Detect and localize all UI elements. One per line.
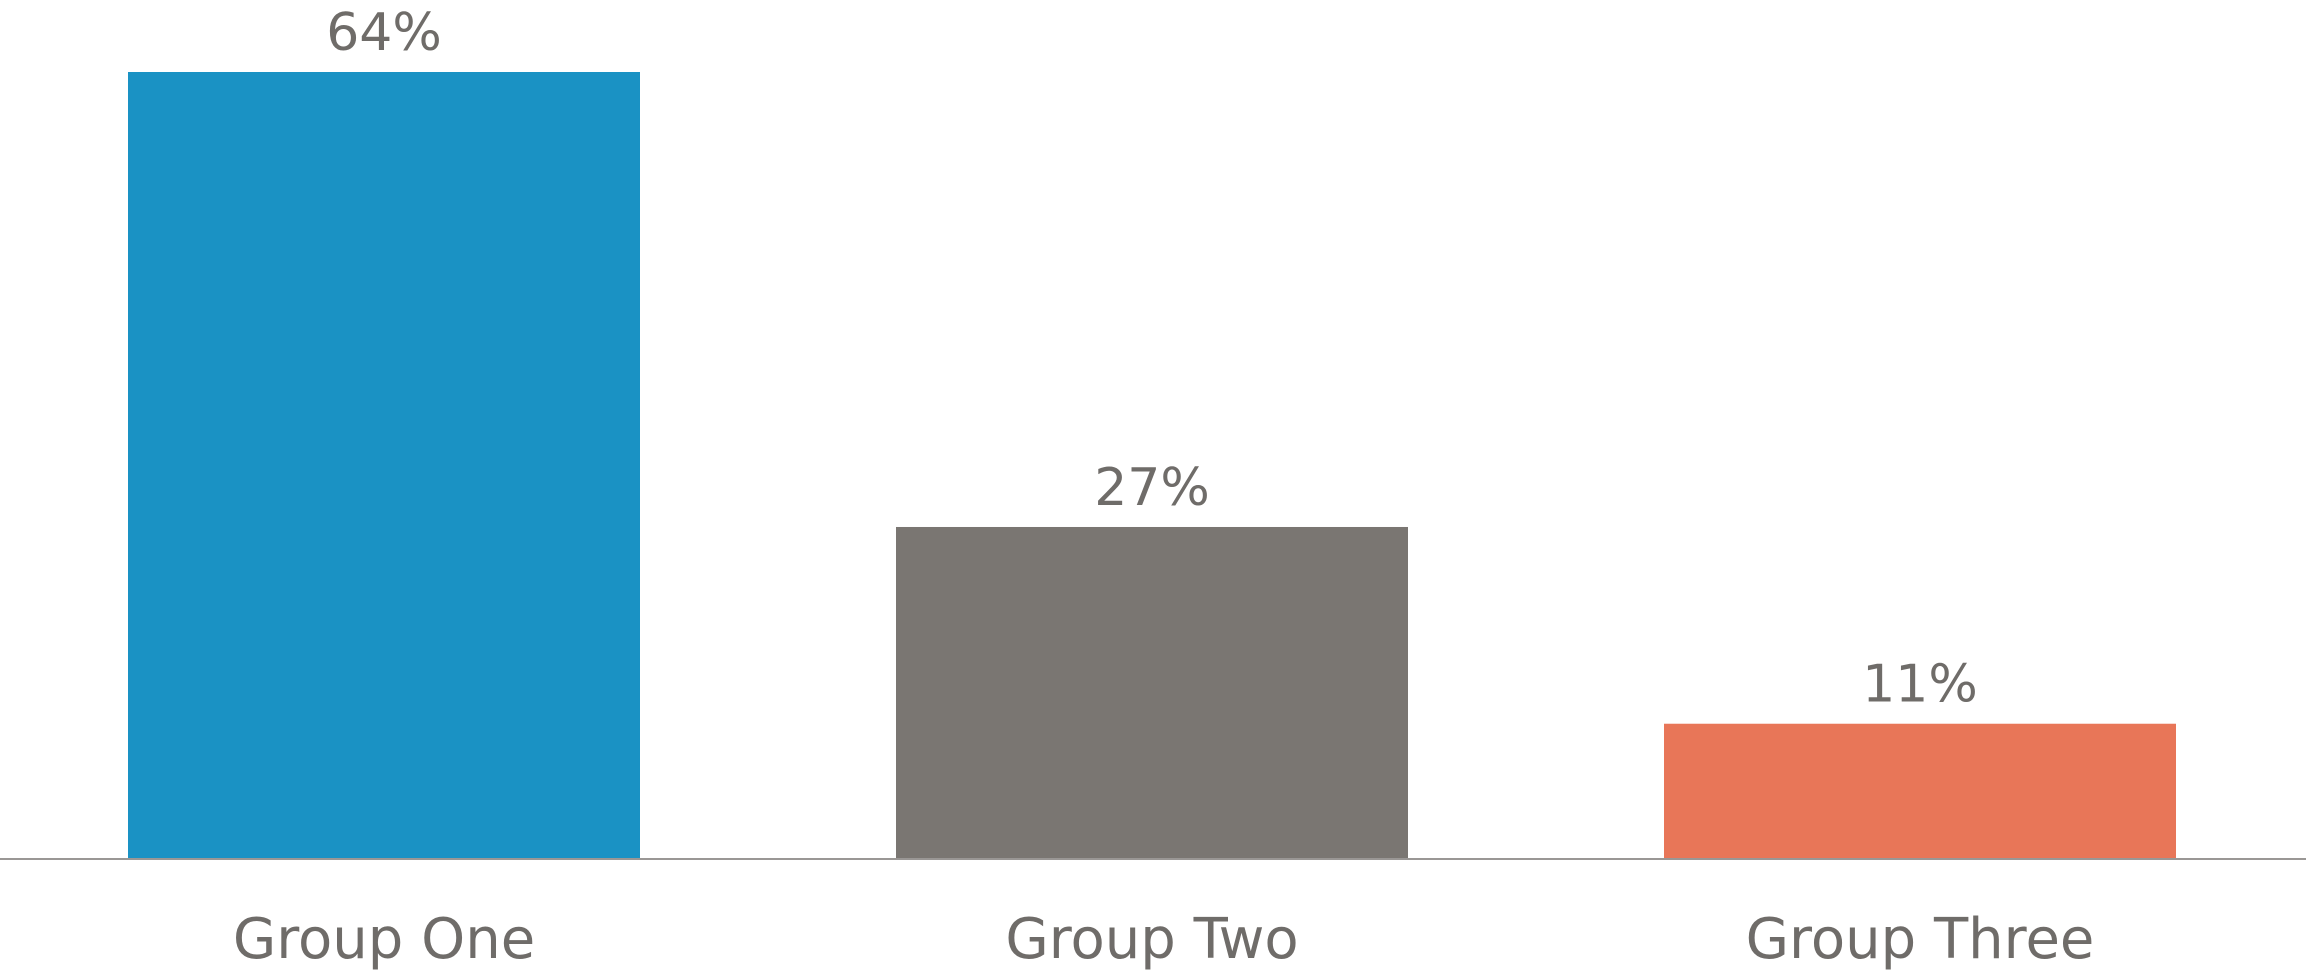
category-label-3: Group Three [1746,907,2095,972]
bar-1 [128,72,640,859]
category-labels-group: Group One Group Two Group Three [233,907,2095,972]
value-label-2: 27% [1094,458,1210,518]
category-label-2: Group Two [1005,907,1298,972]
bar-2 [896,526,1408,859]
bars-group [128,72,2176,859]
value-label-1: 64% [326,3,442,63]
value-labels-group: 64% 27% 11% [326,3,1978,715]
value-label-3: 11% [1862,655,1978,715]
bar-3 [1664,723,2176,859]
category-label-1: Group One [233,907,535,972]
